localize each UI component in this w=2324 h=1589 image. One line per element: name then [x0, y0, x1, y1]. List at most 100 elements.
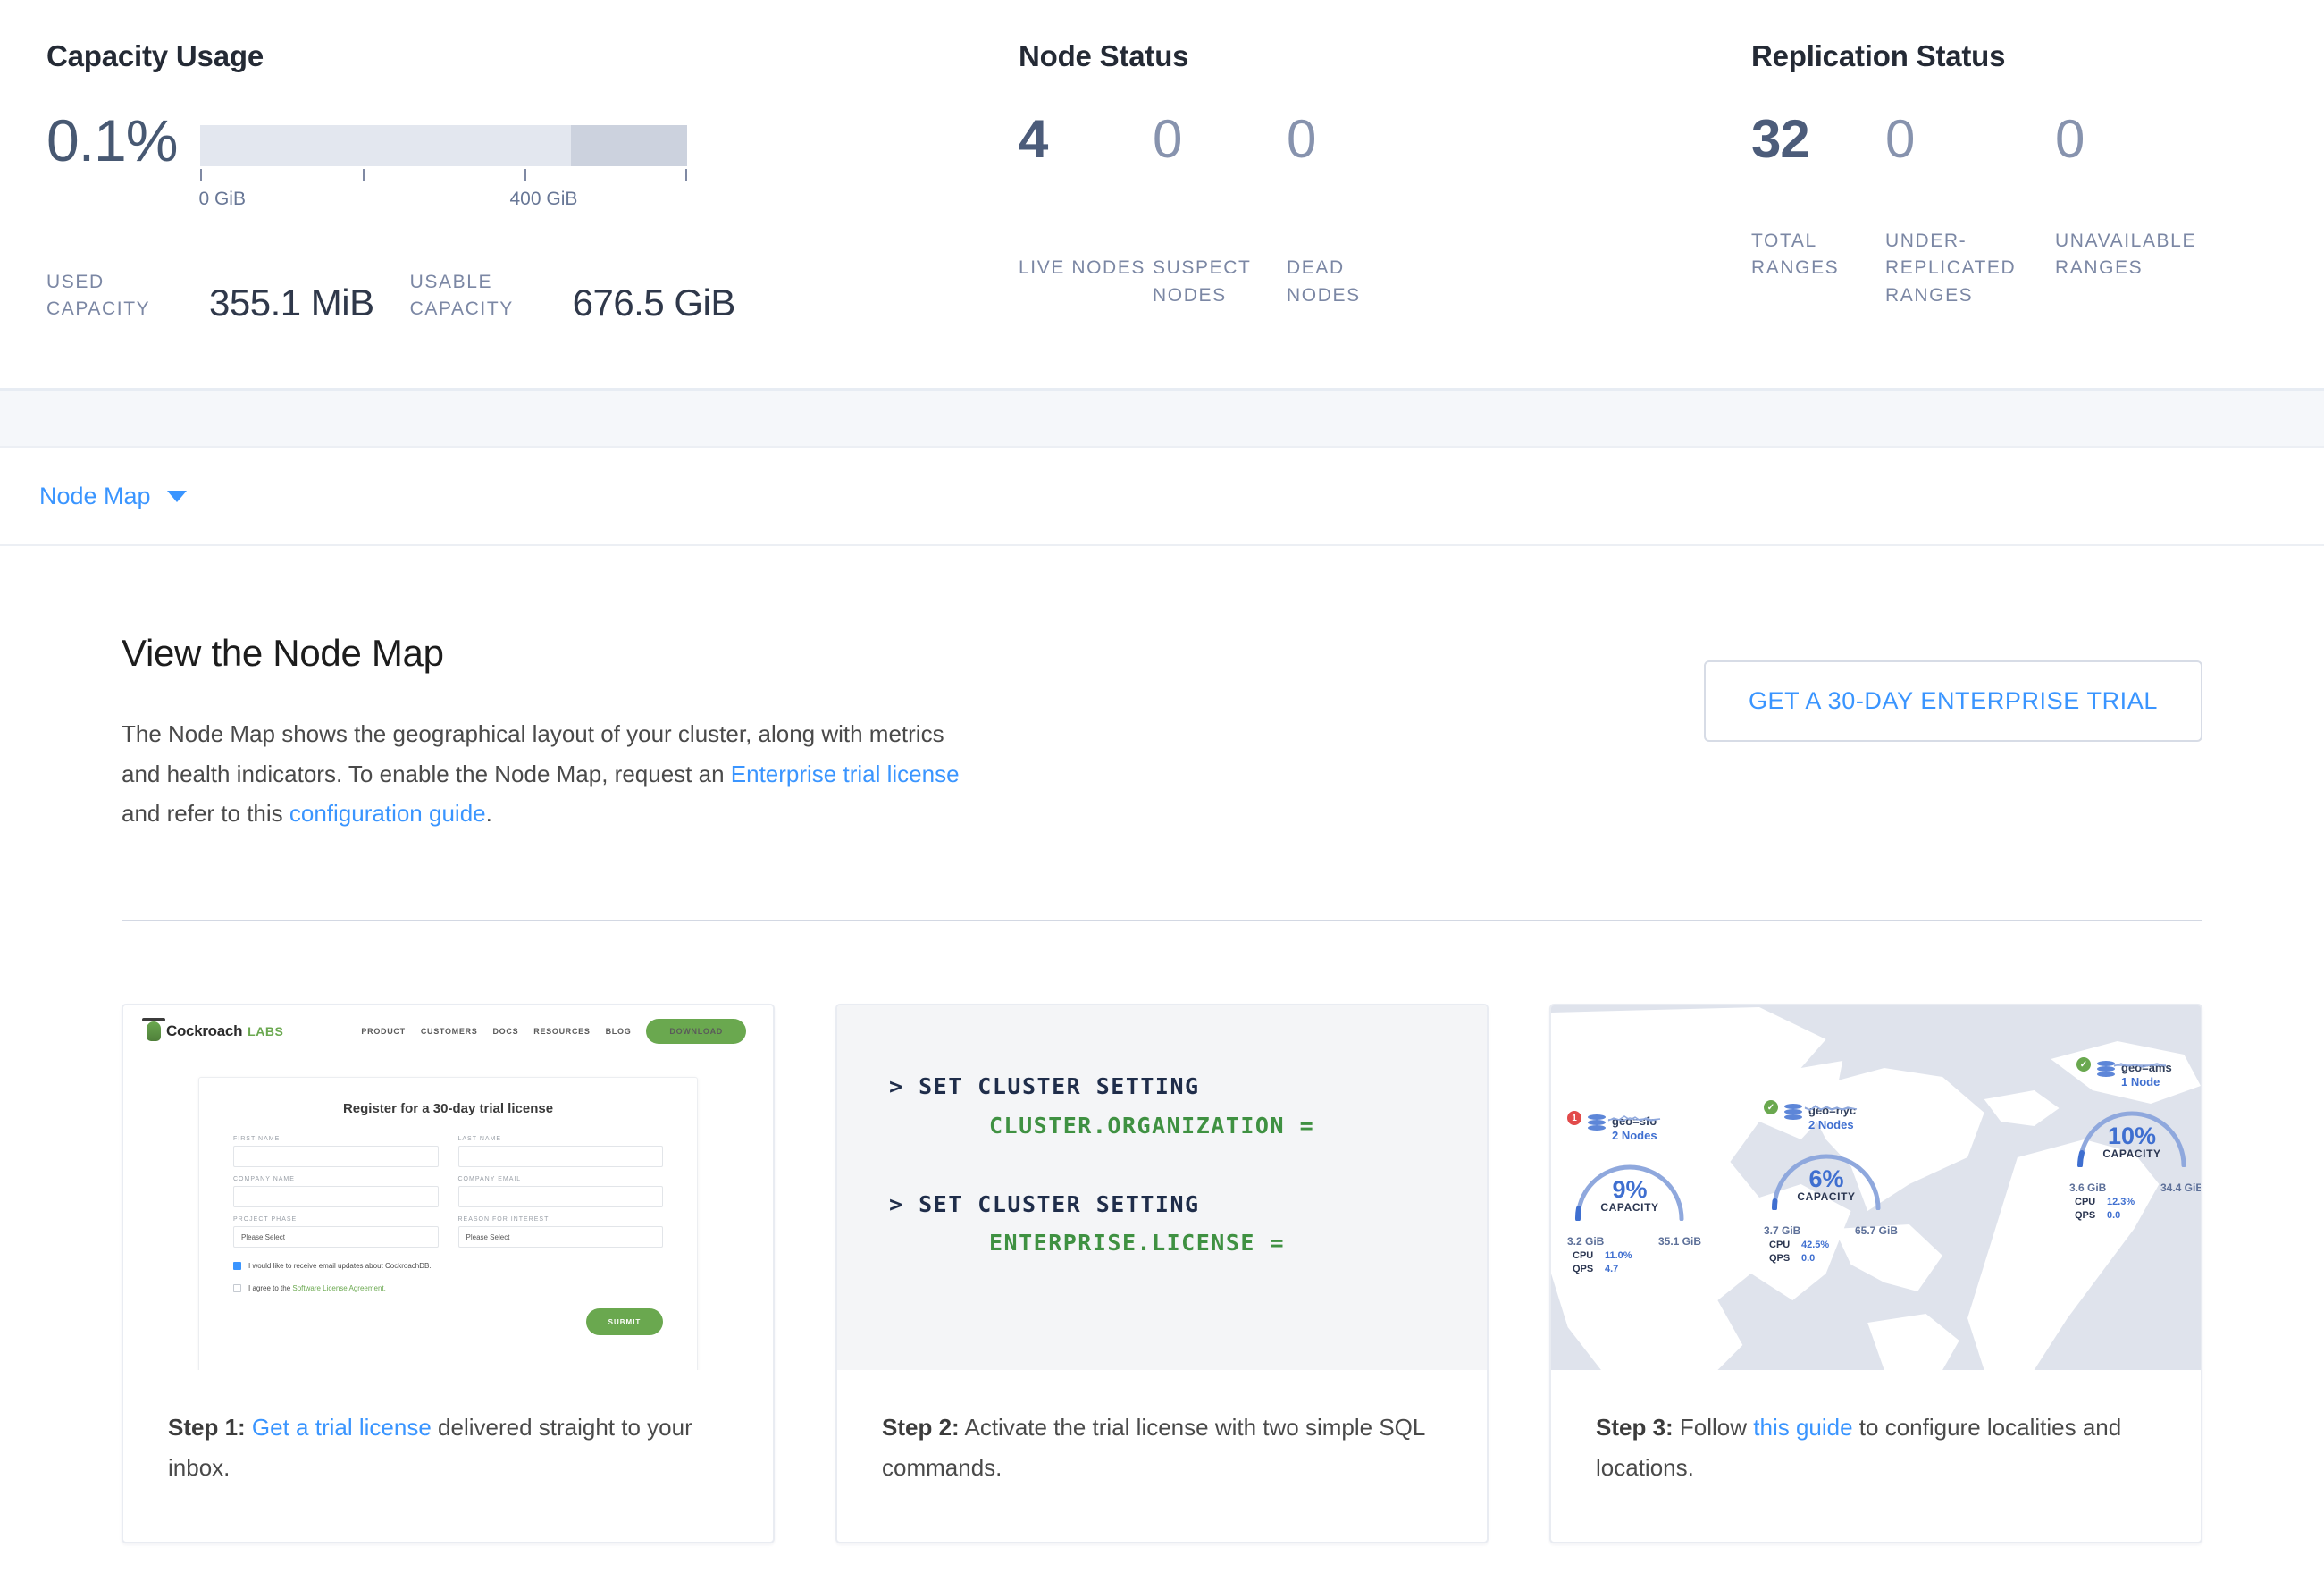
node-status-title: Node Status: [1019, 39, 1189, 72]
mock-field-label: FIRST NAME: [233, 1136, 281, 1143]
node-stack-icon: [1588, 1114, 1606, 1134]
step-1-label: Step 1:: [168, 1414, 246, 1442]
capacity-range-ams: 3.6 GiB 34.4 GiB: [2069, 1181, 2201, 1194]
mock-checkbox-license-label: I agree to the Software License Agreemen…: [248, 1284, 386, 1292]
node-stack-icon: [2097, 1061, 2115, 1080]
hero-description: The Node Map shows the geographical layo…: [122, 714, 975, 834]
mock-license-link: Software License Agreement.: [292, 1284, 386, 1293]
qps-label-nyc: QPS: [1769, 1252, 1791, 1264]
capacity-used-nyc: 3.7 GiB: [1764, 1223, 1801, 1237]
dead-nodes-metric: 0: [1287, 113, 1421, 166]
capacity-used-ams: 3.6 GiB: [2069, 1181, 2107, 1194]
capacity-total-ams: 34.4 GiB: [2160, 1181, 2201, 1194]
this-guide-link[interactable]: this guide: [1753, 1414, 1853, 1442]
node-status-section: Node Status 4 0 0 LIVE NODES SUSPECT NOD…: [1019, 0, 1751, 388]
get-trial-license-link[interactable]: Get a trial license: [251, 1414, 432, 1442]
mock-nav-customers: CUSTOMERS: [420, 1027, 478, 1037]
step-2-media: > SET CLUSTER SETTING CLUSTER.ORGANIZATI…: [837, 1005, 1487, 1371]
capacity-range-nyc: 3.7 GiB 65.7 GiB: [1764, 1224, 1898, 1237]
locality-node-count-nyc: 2 Nodes: [1808, 1118, 1854, 1132]
step-1-card[interactable]: Cockroach LABS PRODUCT CUSTOMERS DOCS RE…: [122, 1004, 775, 1543]
capacity-usage-title: Capacity Usage: [46, 39, 264, 72]
capacity-axis-labels: 0 GiB 400 GiB: [198, 189, 687, 214]
checkbox-unchecked-icon: [233, 1284, 241, 1293]
locality-header-sfo: 1 geo=sfo 2 Nodes: [1567, 1111, 1701, 1144]
capacity-total-nyc: 65.7 GiB: [1854, 1223, 1898, 1237]
mock-field-input: [233, 1186, 439, 1208]
qps-value-nyc: 0.0: [1801, 1252, 1816, 1264]
capacity-stats: USED CAPACITY 355.1 MiB USABLE CAPACITY …: [46, 269, 1019, 324]
locality-group-sfo: 1 geo=sfo 2 Nodes: [1567, 1111, 1701, 1274]
step-3-label: Step 3:: [1596, 1414, 1674, 1442]
mock-license-pre: I agree to the: [248, 1284, 293, 1293]
mock-field-input: Please Select: [233, 1226, 439, 1248]
live-nodes-label: LIVE NODES: [1019, 257, 1146, 279]
usable-capacity-stat: USABLE CAPACITY 676.5 GiB: [410, 269, 736, 324]
cpu-label-sfo: CPU: [1573, 1249, 1594, 1261]
live-nodes-metric: 4: [1019, 113, 1153, 166]
node-status-metric-labels: LIVE NODES SUSPECT NODES DEAD NODES: [1019, 255, 1421, 309]
step-3-card[interactable]: 1 geo=sfo 2 Nodes: [1549, 1004, 2202, 1543]
qps-value-sfo: 4.7: [1605, 1263, 1619, 1274]
sql-line-2: > SET CLUSTER SETTING: [889, 1190, 1200, 1217]
hero-description-part2: and refer to this: [122, 800, 289, 828]
chevron-down-icon: [166, 490, 187, 502]
capacity-tick-3: [685, 169, 688, 181]
step-1-media: Cockroach LABS PRODUCT CUSTOMERS DOCS RE…: [123, 1005, 773, 1371]
under-replicated-ranges-value: 0: [1885, 109, 1915, 169]
capacity-tick-0: [200, 169, 203, 181]
cpu-value-nyc: 42.5%: [1801, 1239, 1830, 1250]
under-replicated-ranges-label: UNDER-REPLICATED RANGES: [1885, 230, 2017, 306]
checkbox-checked-icon: [233, 1262, 241, 1271]
locality-node-count-sfo: 2 Nodes: [1612, 1129, 1657, 1143]
ok-badge-icon: ✓: [2076, 1057, 2091, 1072]
mock-navbar: Cockroach LABS PRODUCT CUSTOMERS DOCS RE…: [123, 1005, 773, 1057]
capacity-word-sfo: CAPACITY: [1600, 1200, 1659, 1214]
suspect-nodes-metric: 0: [1153, 113, 1287, 166]
qps-label-sfo: QPS: [1573, 1263, 1594, 1274]
qps-value-ams: 0.0: [2107, 1209, 2121, 1221]
cockroach-labs-page-mock: Cockroach LABS PRODUCT CUSTOMERS DOCS RE…: [123, 1005, 773, 1371]
step-1-rest: delivered straight to your inbox.: [168, 1414, 692, 1481]
step-3-rest: to configure localities and locations.: [1596, 1414, 2122, 1481]
qps-row-ams: QPS 0.0: [2075, 1064, 2201, 1221]
node-stack-icon: [1784, 1104, 1802, 1123]
node-map-hero: View the Node Map The Node Map shows the…: [122, 546, 2202, 834]
dead-nodes-value: 0: [1287, 109, 1316, 169]
mock-field-company-name: COMPANY NAME: [233, 1176, 439, 1208]
ok-badge-icon: ✓: [1764, 1100, 1778, 1115]
node-map-dropdown[interactable]: Node Map: [39, 483, 187, 510]
mock-nav-blog: BLOG: [605, 1027, 632, 1037]
step-2-card[interactable]: > SET CLUSTER SETTING CLUSTER.ORGANIZATI…: [835, 1004, 1489, 1543]
hero-description-part1: The Node Map shows the geographical layo…: [122, 720, 944, 787]
step-3-media: 1 geo=sfo 2 Nodes: [1551, 1005, 2201, 1371]
cpu-row-nyc: CPU 42.5%: [1764, 1106, 1898, 1250]
capacity-axis-label-min: 0 GiB: [198, 189, 246, 209]
alert-badge-icon: 1: [1567, 1111, 1581, 1126]
logo-sub-text: LABS: [248, 1024, 284, 1039]
used-capacity-stat: USED CAPACITY 355.1 MiB: [46, 269, 374, 324]
mock-field-input: Please Select: [457, 1226, 663, 1248]
qps-row-sfo: QPS 4.7: [1567, 1117, 1701, 1274]
cpu-label-ams: CPU: [2075, 1196, 2096, 1207]
mock-field-project-phase: PROJECT PHASE Please Select: [233, 1216, 439, 1248]
suspect-nodes-value: 0: [1153, 109, 1182, 169]
capacity-bar-unusable-segment: [570, 125, 688, 166]
mock-form-title: Register for a 30-day trial license: [342, 1101, 554, 1117]
mock-submit-button: SUBMIT: [586, 1308, 663, 1336]
replication-status-section: Replication Status 32 0 0 TOTAL RANGES U…: [1751, 0, 2324, 388]
enterprise-trial-license-link[interactable]: Enterprise trial license: [730, 760, 960, 787]
configuration-guide-link[interactable]: configuration guide: [289, 800, 486, 828]
sql-line-1: > SET CLUSTER SETTING: [889, 1073, 1200, 1100]
page-title: View the Node Map: [122, 632, 444, 674]
capacity-axis-label-mid: 400 GiB: [509, 189, 578, 209]
mock-field-input: [233, 1146, 439, 1168]
cpu-label-nyc: CPU: [1769, 1239, 1791, 1250]
capacity-tick-1: [362, 169, 365, 181]
node-status-metrics: 4 0 0: [1019, 113, 1751, 166]
capacity-percent-ams: 10%: [2107, 1122, 2157, 1149]
cpu-row-sfo: CPU 11.0%: [1567, 1115, 1701, 1261]
step-2-rest: Activate the trial license with two simp…: [882, 1414, 1425, 1481]
step-3-prefix: Follow: [1673, 1414, 1754, 1442]
get-enterprise-trial-button[interactable]: GET A 30-DAY ENTERPRISE TRIAL: [1703, 660, 2202, 742]
